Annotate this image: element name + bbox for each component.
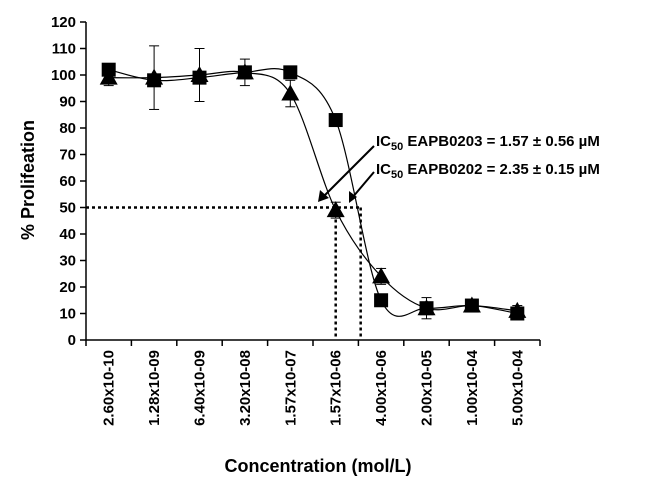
annotation-eapb0203-prefix: IC <box>376 133 391 150</box>
x-axis-title: Concentration (mol/L) <box>225 456 412 476</box>
ic50-reference-lines <box>86 206 362 340</box>
y-axis: 0 10 20 30 40 50 60 70 80 90 100 110 120 <box>51 14 87 349</box>
arrow-eapb0203 <box>321 145 375 199</box>
y-axis-title: % Prolifeation <box>18 120 38 240</box>
data-point-triangle <box>462 296 481 313</box>
annotation-eapb0202-subscript: 50 <box>391 169 403 181</box>
x-tick-label: 1.57x10-07 <box>282 350 299 426</box>
annotation-eapb0203-subscript: 50 <box>391 141 403 153</box>
x-tick-label: 2.00x10-05 <box>419 350 436 426</box>
annotations: IC50 EAPB0203 = 1.57 ± 0.56 µM IC50 EAPB… <box>318 133 600 203</box>
y-tick-label: 50 <box>59 200 76 217</box>
x-tick-label: 4.00x10-06 <box>373 350 390 426</box>
arrow-eapb0202-head <box>349 191 357 203</box>
x-tick-label: 1.57x10-06 <box>328 350 345 426</box>
x-tick-label: 6.40x10-09 <box>192 350 209 426</box>
data-point-triangle <box>326 201 345 218</box>
y-tick-label: 80 <box>59 120 76 137</box>
series-triangle-line <box>108 70 518 312</box>
y-tick-label: 110 <box>52 41 76 58</box>
y-tick-label: 90 <box>59 94 76 111</box>
data-point-triangle <box>417 299 436 316</box>
x-axis: 2.60x10-10 1.28x10-09 6.40x10-09 3.20x10-08… <box>85 339 541 426</box>
annotation-eapb0203-text: EAPB0203 = 1.57 ± 0.56 µM <box>403 133 600 150</box>
y-tick-label: 10 <box>59 306 76 323</box>
annotation-eapb0203: IC50 EAPB0203 = 1.57 ± 0.56 µM <box>376 133 600 153</box>
y-tick-label: 70 <box>59 147 76 164</box>
arrow-eapb0203-head <box>318 190 329 202</box>
y-tick-label: 120 <box>51 14 76 31</box>
x-tick-label: 1.00x10-04 <box>464 349 481 426</box>
annotation-eapb0202-prefix: IC <box>376 161 391 178</box>
y-tick-label: 60 <box>59 173 76 190</box>
x-tick-label: 1.28x10-09 <box>146 350 163 426</box>
data-point-triangle <box>281 84 300 101</box>
y-tick-label: 40 <box>59 226 76 243</box>
series-square-line <box>108 68 518 317</box>
x-tick-label: 3.20x10-08 <box>237 350 254 426</box>
data-point-triangle <box>235 63 254 80</box>
x-tick-label: 5.00x10-04 <box>509 349 526 426</box>
data-point-triangle <box>508 301 527 318</box>
arrow-eapb0202 <box>351 171 375 199</box>
data-point-square <box>283 65 298 80</box>
x-tick-label: 2.60x10-10 <box>101 350 118 426</box>
data-point-square <box>328 113 343 128</box>
series-square <box>101 62 525 321</box>
annotation-eapb0202-text: EAPB0202 = 2.35 ± 0.15 µM <box>403 161 600 178</box>
y-tick-label: 20 <box>59 279 76 296</box>
y-tick-label: 30 <box>59 253 76 270</box>
y-tick-label: 100 <box>51 67 76 84</box>
annotation-eapb0202: IC50 EAPB0202 = 2.35 ± 0.15 µM <box>376 161 600 181</box>
series <box>99 45 527 321</box>
data-point-triangle <box>99 68 118 85</box>
series-triangle <box>99 45 527 320</box>
data-point-triangle <box>145 68 164 85</box>
data-point-triangle <box>372 267 391 284</box>
y-tick-label: 0 <box>68 332 76 349</box>
data-point-triangle <box>190 66 209 82</box>
data-point-square <box>374 293 389 308</box>
